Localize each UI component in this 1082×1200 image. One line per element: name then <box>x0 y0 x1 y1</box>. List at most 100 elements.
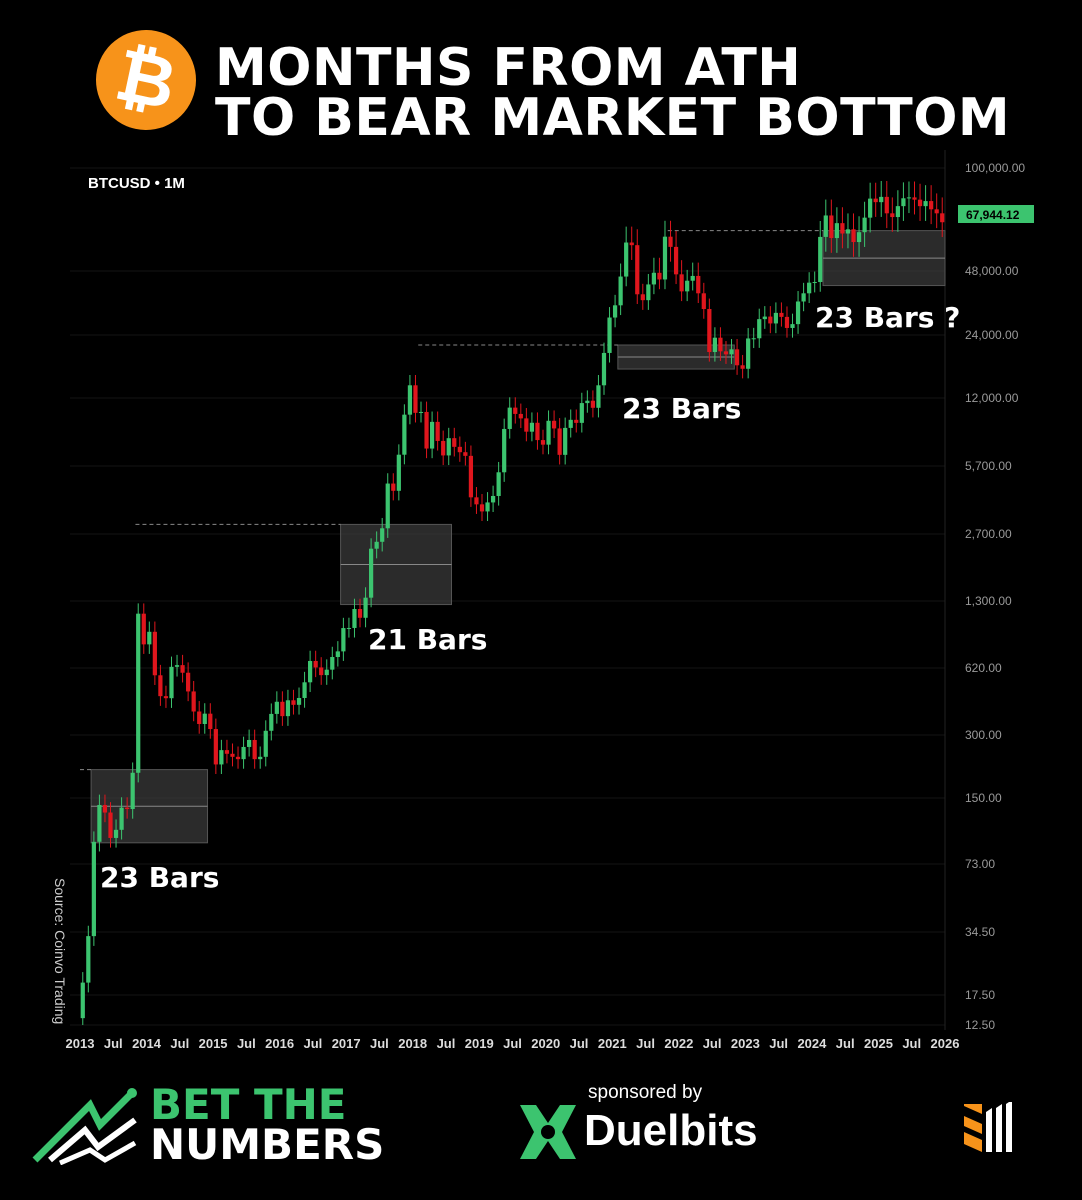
candle-body <box>396 454 401 491</box>
candle-body <box>596 385 601 408</box>
candle-body <box>929 201 934 210</box>
candle-body <box>357 609 363 618</box>
candle-body <box>879 196 884 203</box>
candle-body <box>402 414 407 455</box>
candle-body <box>374 541 379 549</box>
candle-body <box>729 349 734 355</box>
candle-body <box>923 201 928 207</box>
x-tick-label: 2017 <box>332 1036 361 1051</box>
candle-body <box>740 365 745 369</box>
x-tick-label: Jul <box>902 1036 921 1051</box>
x-tick-label: Jul <box>370 1036 389 1051</box>
candle-body <box>829 215 834 239</box>
x-tick-label: 2021 <box>598 1036 627 1051</box>
candle-body <box>346 627 352 629</box>
candle-body <box>235 756 241 760</box>
y-tick-label: 300.00 <box>965 728 1002 742</box>
y-tick-label: 5,700.00 <box>965 459 1012 473</box>
candle-body <box>247 739 252 747</box>
candle-body <box>147 631 152 645</box>
x-tick-label: Jul <box>769 1036 788 1051</box>
candle-body <box>768 316 773 324</box>
candle-body <box>574 419 579 423</box>
title-line-2: TO BEAR MARKET BOTTOM <box>215 88 1011 148</box>
y-tick-label: 34.50 <box>965 925 995 939</box>
candle-body <box>535 422 540 441</box>
candle-body <box>773 312 778 324</box>
candle-body <box>186 672 191 692</box>
candle-body <box>690 275 695 281</box>
y-tick-label: 2,700.00 <box>965 527 1012 541</box>
candle-body <box>529 422 535 432</box>
candle-body <box>762 316 767 320</box>
x-tick-label: 2020 <box>531 1036 560 1051</box>
candle-body <box>818 236 823 283</box>
candle-body <box>790 324 795 328</box>
candle-body <box>707 309 712 353</box>
candle-body <box>330 657 335 670</box>
candle-body <box>341 628 346 652</box>
price-badge <box>958 205 1034 223</box>
candle-body <box>86 936 91 983</box>
x-tick-label: 2026 <box>931 1036 960 1051</box>
candle-body <box>807 282 812 294</box>
candle-body <box>152 631 157 676</box>
candle-body <box>513 407 518 414</box>
brand-logo: BET THE NUMBERS <box>150 1080 385 1169</box>
candle-body <box>585 400 590 404</box>
candle-body <box>640 294 645 301</box>
candle-body <box>407 385 413 415</box>
x-tick-label: 2013 <box>66 1036 95 1051</box>
candle-body <box>856 232 862 243</box>
x-tick-label: 2016 <box>265 1036 294 1051</box>
candle-body <box>884 196 889 214</box>
candle-body <box>197 711 202 724</box>
y-tick-label: 100,000.00 <box>965 161 1025 175</box>
y-tick-label: 12,000.00 <box>965 391 1019 405</box>
candle-body <box>174 665 180 667</box>
x-tick-label: Jul <box>570 1036 589 1051</box>
candle-body <box>496 472 501 496</box>
candle-body <box>163 696 169 699</box>
candle-body <box>646 284 651 301</box>
candle-body <box>130 772 135 810</box>
candle-body <box>685 280 690 292</box>
x-tick-label: Jul <box>104 1036 123 1051</box>
candle-body <box>136 613 141 773</box>
candle-body <box>784 316 790 328</box>
corner-logo <box>964 1102 1012 1152</box>
sponsored-by: sponsored by <box>588 1082 703 1103</box>
candle-body <box>80 982 85 1019</box>
candle-body <box>862 217 867 233</box>
candle-body <box>502 428 507 473</box>
candle-body <box>324 669 329 676</box>
candle-body <box>258 756 263 760</box>
candle-body <box>851 229 856 243</box>
y-tick-label: 73.00 <box>965 857 995 871</box>
candle-body <box>795 301 801 325</box>
candle-body <box>917 199 923 207</box>
candle-body <box>202 713 207 724</box>
candle-body <box>746 338 751 369</box>
candle-body <box>612 305 618 318</box>
candle-body <box>635 245 640 295</box>
title-line-1: MONTHS FROM ATH <box>215 38 802 98</box>
candle-body <box>158 675 163 697</box>
candle-body <box>873 198 878 203</box>
bars-annotation: 23 Bars ? <box>815 301 960 334</box>
candle-body <box>91 841 96 937</box>
candle-body <box>723 351 729 355</box>
candle-body <box>912 197 917 200</box>
candle-body <box>524 418 529 432</box>
y-tick-label: 620.00 <box>965 661 1002 675</box>
y-tick-label: 17.50 <box>965 988 995 1002</box>
candle-body <box>474 497 479 505</box>
candle-body <box>868 198 873 218</box>
candle-body <box>551 420 557 429</box>
candle-body <box>618 276 623 306</box>
candle-body <box>313 660 318 668</box>
candle-body <box>429 421 435 449</box>
candle-body <box>679 274 684 292</box>
x-tick-label: 2022 <box>664 1036 693 1051</box>
bitcoin-icon: ₿ <box>86 20 206 140</box>
